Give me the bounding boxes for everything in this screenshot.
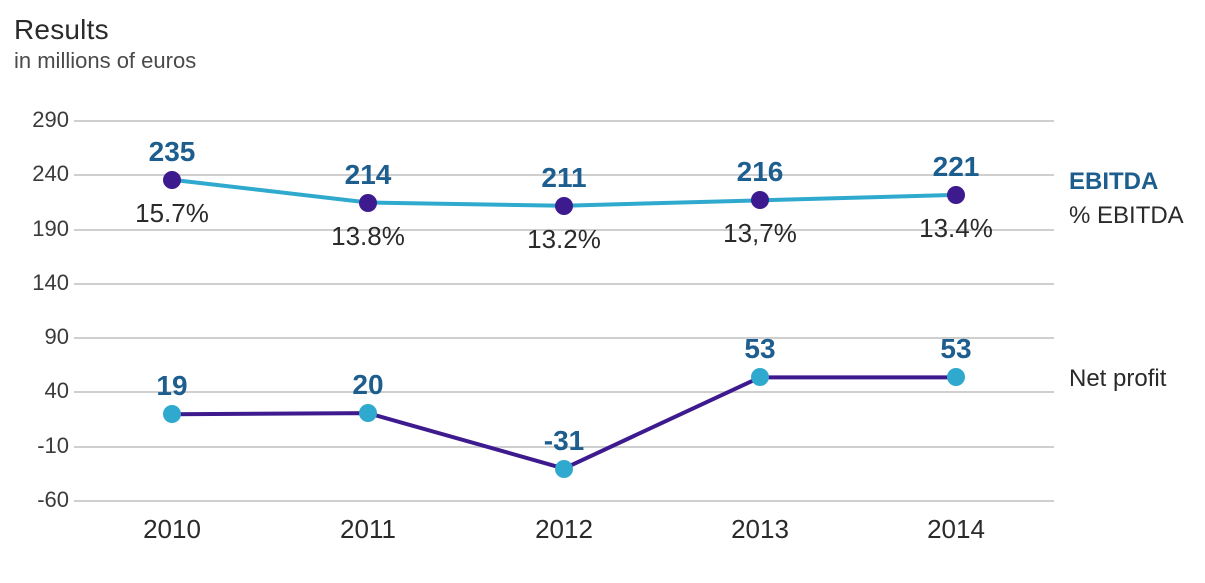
chart-subtitle: in millions of euros <box>14 48 196 74</box>
netprofit-value-label: 53 <box>744 333 775 365</box>
chart-title: Results <box>14 14 109 46</box>
x-axis-label: 2012 <box>535 514 593 545</box>
netprofit-marker <box>163 405 181 423</box>
netprofit-marker <box>751 368 769 386</box>
y-axis-label: 190 <box>14 216 69 242</box>
legend-net-profit: Net profit <box>1069 365 1166 393</box>
y-axis-label: 140 <box>14 270 69 296</box>
y-axis-label: -60 <box>14 487 69 513</box>
y-axis-label: -10 <box>14 433 69 459</box>
netprofit-value-label: 53 <box>940 333 971 365</box>
x-axis-label: 2010 <box>143 514 201 545</box>
x-axis-label: 2014 <box>927 514 985 545</box>
y-axis-label: 40 <box>14 378 69 404</box>
y-axis-label: 290 <box>14 107 69 133</box>
y-axis-label: 90 <box>14 324 69 350</box>
legend-pct-ebitda: % EBITDA <box>1069 202 1184 230</box>
netprofit-marker <box>947 368 965 386</box>
x-axis-label: 2011 <box>340 514 396 545</box>
netprofit-marker <box>359 404 377 422</box>
x-axis-label: 2013 <box>731 514 789 545</box>
chart-container: Results in millions of euros 29024019014… <box>0 0 1205 583</box>
plot-area: 2902401901409040-10-60201020112012201320… <box>74 120 1054 500</box>
netprofit-value-label: -31 <box>544 425 584 457</box>
legend-ebitda: EBITDA <box>1069 168 1158 196</box>
y-axis-label: 240 <box>14 161 69 187</box>
chart-area: 2902401901409040-10-60201020112012201320… <box>14 120 1054 500</box>
grid-line <box>74 500 1054 502</box>
netprofit-value-label: 20 <box>352 369 383 401</box>
netprofit-value-label: 19 <box>156 370 187 402</box>
netprofit-marker <box>555 460 573 478</box>
